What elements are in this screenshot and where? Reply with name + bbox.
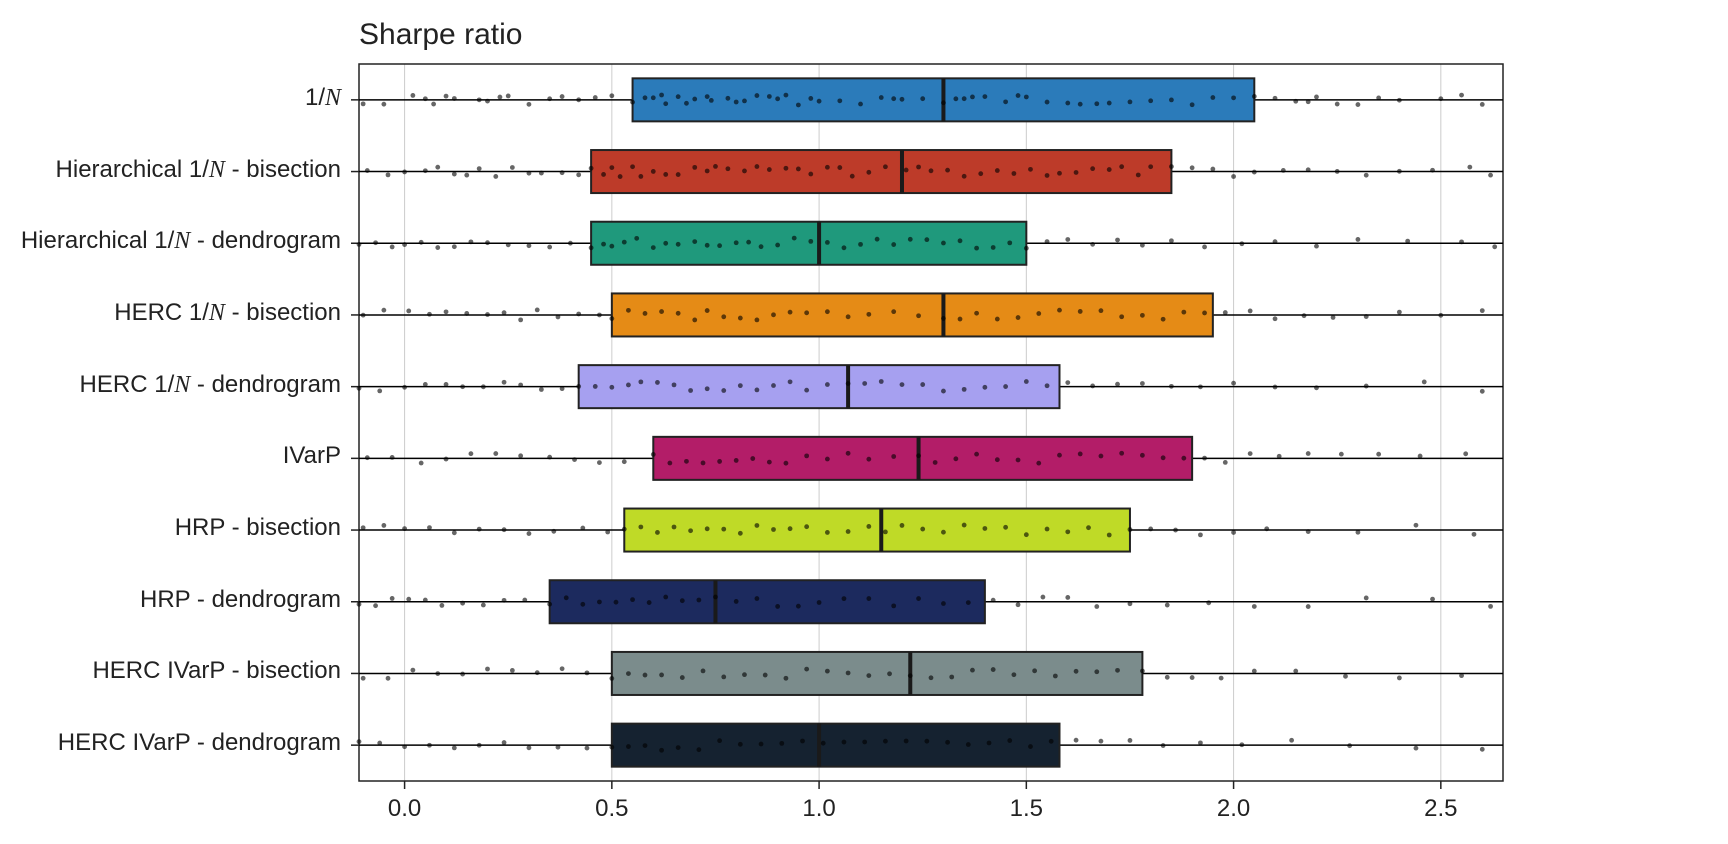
boxplot-row bbox=[359, 150, 1503, 193]
boxplot-row bbox=[359, 437, 1503, 480]
boxplot-row bbox=[359, 293, 1503, 336]
x-tick-label: 0.0 bbox=[388, 795, 421, 823]
y-category-label: Hierarchical 1/N - dendrogram bbox=[21, 227, 341, 255]
y-category-label: IVarP bbox=[283, 442, 341, 470]
y-category-label: HRP - dendrogram bbox=[140, 586, 341, 614]
sharpe-ratio-chart: Sharpe ratio 0.00.51.01.52.02.51/NHierar… bbox=[0, 0, 1728, 844]
y-category-label: 1/N bbox=[305, 84, 341, 112]
x-tick-label: 1.0 bbox=[802, 795, 835, 823]
y-category-label: HRP - bisection bbox=[175, 514, 341, 542]
boxplot-row bbox=[359, 78, 1503, 121]
boxplot-row bbox=[357, 365, 1503, 408]
boxplot-row bbox=[357, 580, 1503, 623]
y-category-label: HERC 1/N - dendrogram bbox=[80, 371, 341, 399]
boxplot-row bbox=[359, 652, 1503, 695]
x-tick-label: 0.5 bbox=[595, 795, 628, 823]
x-tick-label: 1.5 bbox=[1010, 795, 1043, 823]
boxplot-row bbox=[357, 222, 1503, 265]
x-tick-label: 2.0 bbox=[1217, 795, 1250, 823]
y-category-label: Hierarchical 1/N - bisection bbox=[56, 156, 341, 184]
y-category-label: HERC IVarP - dendrogram bbox=[58, 729, 341, 757]
y-category-label: HERC IVarP - bisection bbox=[92, 657, 341, 685]
chart-svg bbox=[0, 0, 1728, 844]
boxplot-row bbox=[359, 509, 1503, 552]
y-category-label: HERC 1/N - bisection bbox=[114, 299, 341, 327]
boxplot-row bbox=[357, 724, 1503, 767]
x-tick-label: 2.5 bbox=[1424, 795, 1457, 823]
